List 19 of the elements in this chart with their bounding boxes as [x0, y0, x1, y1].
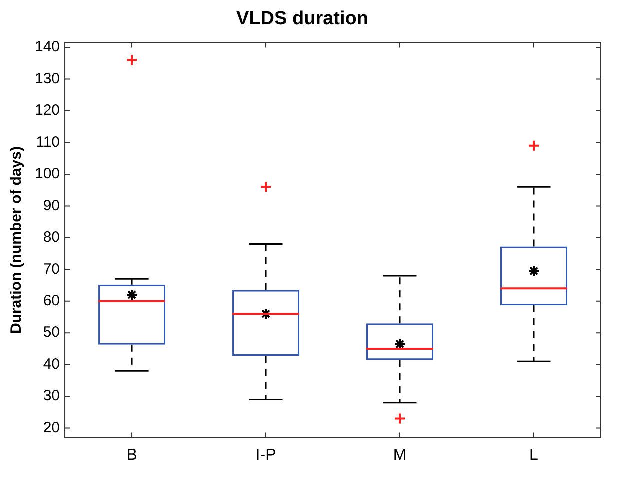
y-tick-label: 90 — [43, 197, 60, 214]
y-tick-label: 80 — [43, 229, 60, 246]
y-tick-label: 130 — [34, 70, 60, 88]
y-tick-label: 40 — [43, 356, 60, 373]
y-tick-label: 20 — [43, 419, 60, 436]
chart-title: VLDS duration — [236, 8, 368, 30]
x-tick-label: B — [126, 446, 138, 464]
y-tick-label: 100 — [34, 166, 60, 183]
x-tick-label: I-P — [256, 446, 276, 464]
x-tick-label: M — [393, 446, 407, 464]
y-tick-label: 110 — [36, 134, 60, 151]
y-tick-label: 60 — [43, 292, 60, 310]
y-tick-label: 140 — [34, 38, 60, 56]
y-tick-label: 30 — [43, 388, 60, 405]
x-tick-label: L — [530, 446, 539, 464]
y-axis-title: Duration (number of days) — [8, 146, 26, 334]
y-tick-label: 50 — [43, 324, 60, 342]
y-tick-label: 120 — [34, 102, 60, 120]
y-tick-label: 70 — [43, 260, 60, 278]
